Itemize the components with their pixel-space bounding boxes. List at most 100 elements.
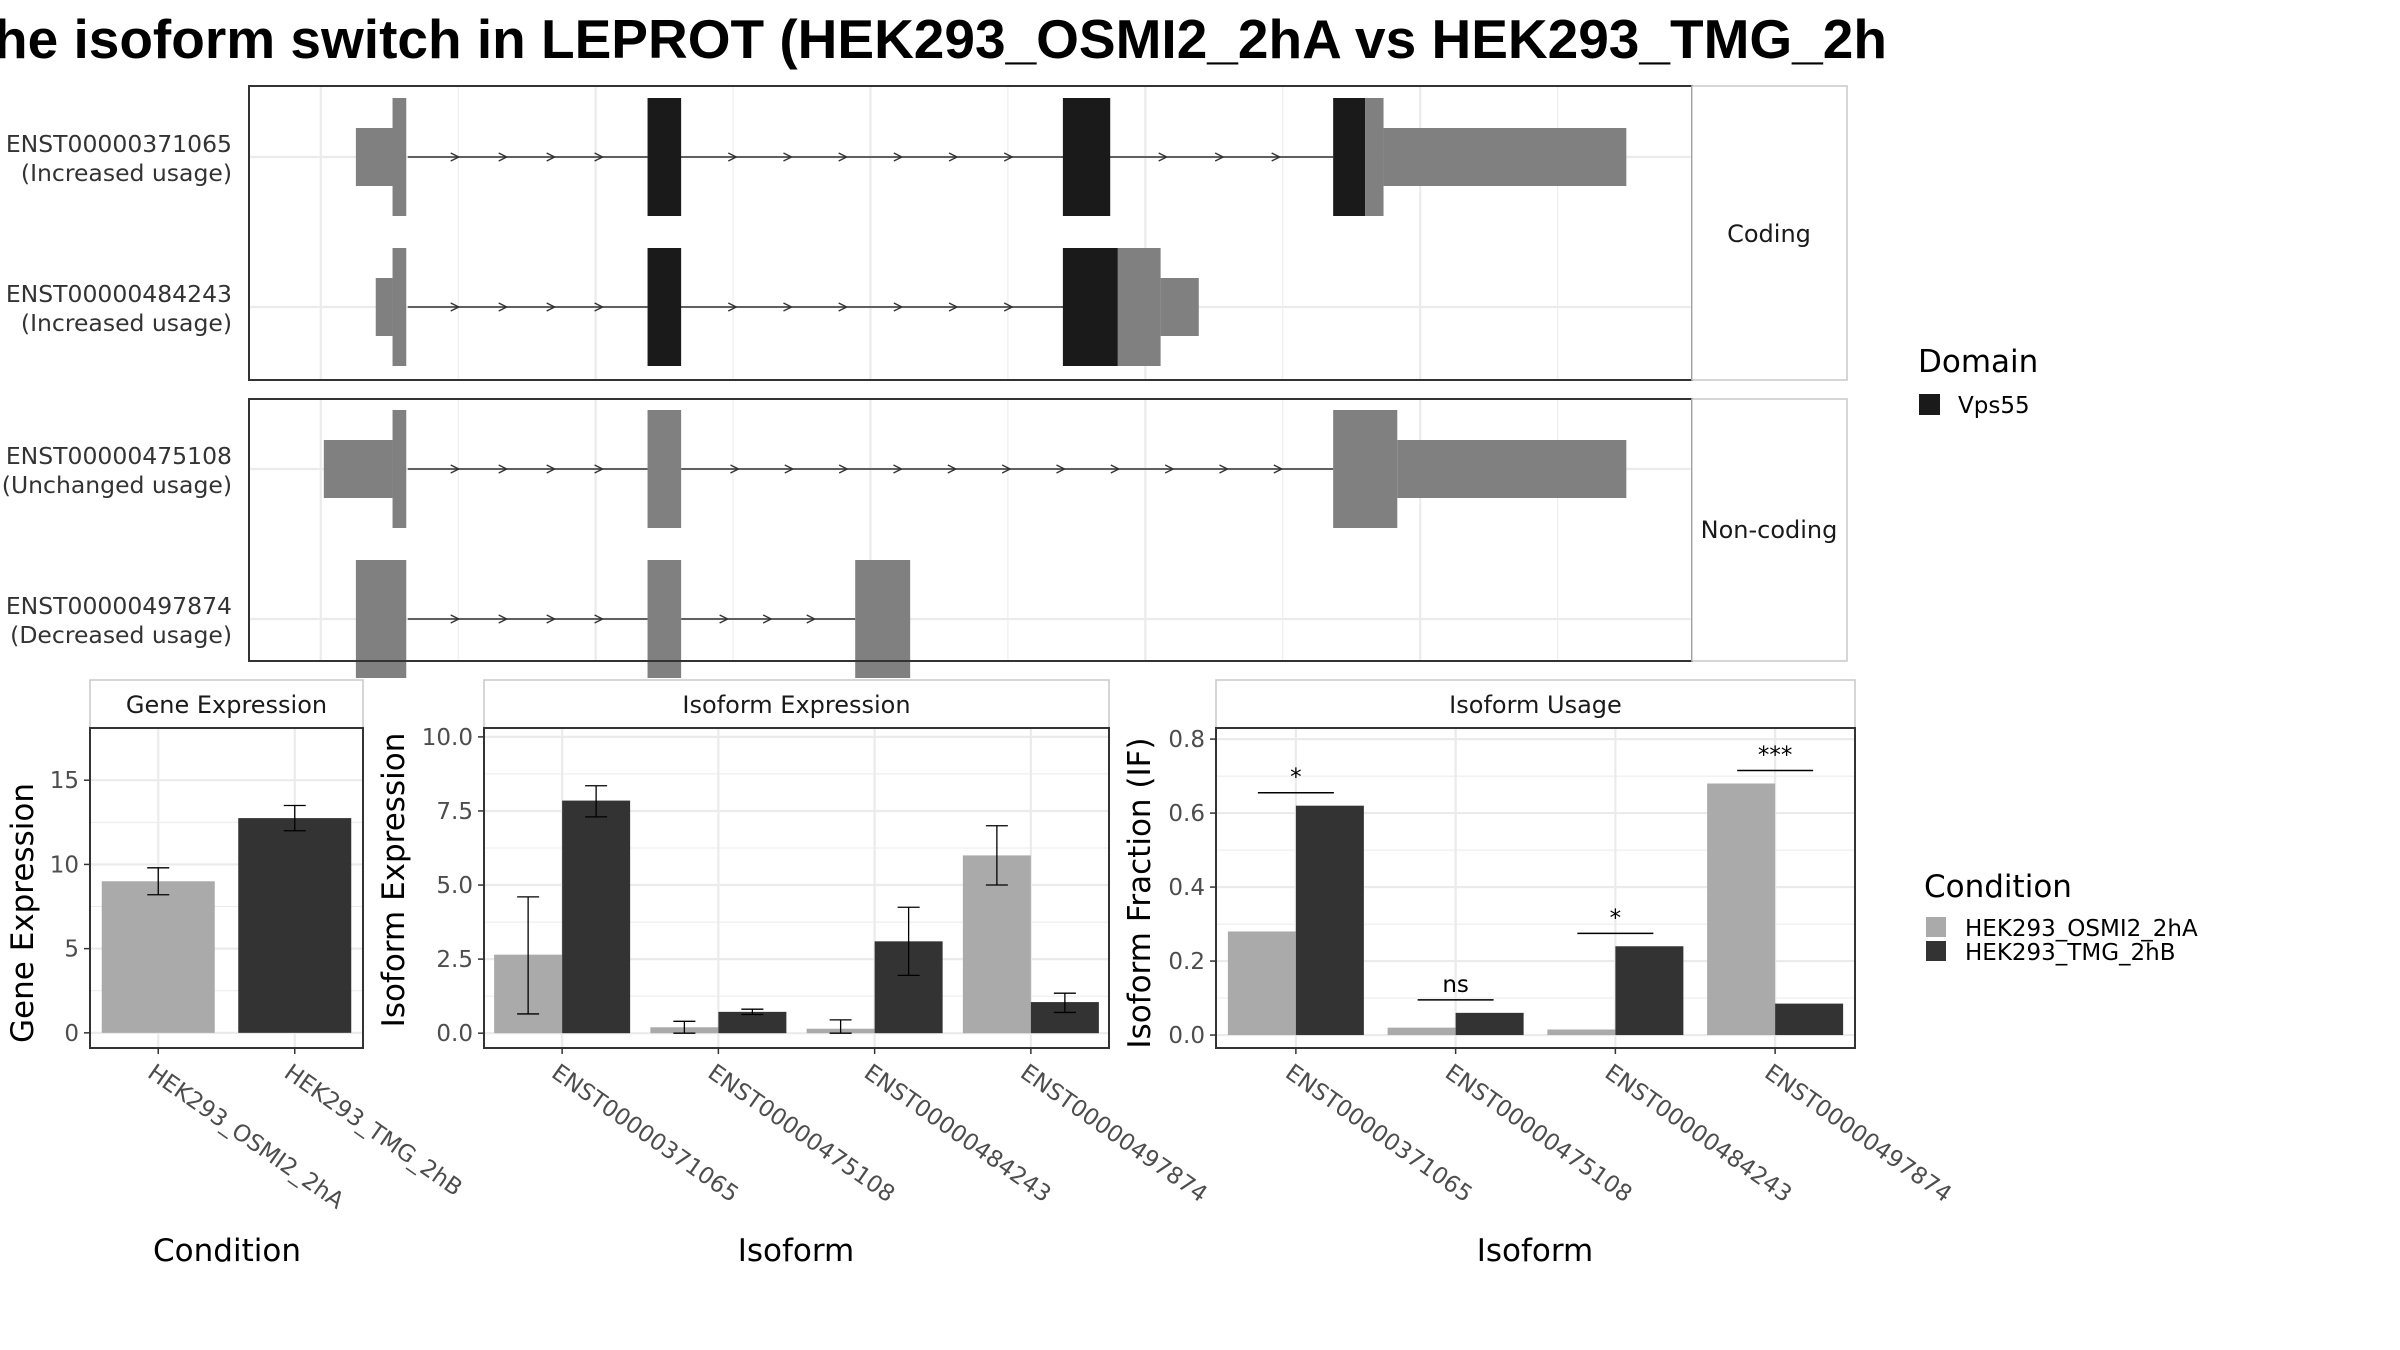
intron-arrow [1214,152,1225,162]
y-tick-label: 0 [64,1021,79,1047]
intron-arrow [727,302,738,312]
intron-arrow [594,614,605,624]
utr-exon [375,278,393,336]
bar [1707,783,1776,1036]
domain-exon [647,98,682,216]
transcript-tracks [323,410,1627,678]
y-tick-label: 0.6 [1168,801,1205,827]
utr-exon [1160,278,1199,336]
isoform-usage-panel: Isoform Usage *ns****0.00.20.40.60.8ENST… [1122,679,1956,1269]
intron-arrow [1001,464,1012,474]
condition-legend-key-tmg [1926,941,1946,961]
figure-title: he isoform switch in LEPROT (HEK293_OSMI… [0,8,1887,70]
bar [562,800,631,1034]
condition-legend: Condition HEK293_OSMI2_2hA HEK293_TMG_2h… [1924,869,2198,966]
y-tick-label: 0.2 [1168,949,1205,975]
condition-legend-label: HEK293_TMG_2hB [1965,940,2176,966]
intron-arrow [1273,464,1284,474]
domain-exon [647,248,682,366]
coding-exon [647,560,682,678]
coding-exon [647,410,682,528]
domain-legend-label: Vps55 [1958,393,2030,419]
intron-arrow [594,302,605,312]
noncoding-transcript-panel: Non-coding [248,398,1848,678]
intron-arrow [838,302,849,312]
intron-arrow [838,464,849,474]
transcript-id: ENST00000497874 [6,592,232,620]
coding-exon [1117,248,1161,366]
intron-arrow [498,464,509,474]
y-tick-label: 10.0 [422,725,473,751]
intron-arrow [1110,464,1121,474]
x-axis-title: Condition [153,1233,301,1269]
transcript-usage: (Decreased usage) [10,621,232,649]
bar [101,881,215,1033]
coding-exon [1365,98,1384,216]
x-axis-title: Isoform [738,1233,855,1269]
strip-label: Coding [1727,220,1811,248]
intron-arrow [450,152,461,162]
coding-exon [355,560,407,678]
panel-background [249,399,1692,661]
significance-label: * [1610,905,1622,931]
bar [1455,1012,1524,1036]
intron-arrow [1056,464,1067,474]
y-tick-label: 7.5 [436,799,473,825]
bar [1295,805,1364,1036]
strip-noncoding [1691,398,1848,662]
panel-title: Gene Expression [126,691,327,719]
intron-arrow [948,302,959,312]
intron-arrow [762,614,773,624]
domain-exon [1333,98,1366,216]
y-tick-label: 0.0 [436,1021,473,1047]
utr-exon [1383,128,1627,186]
bar [718,1011,787,1034]
transcript-usage: (Increased usage) [21,159,232,187]
intron-arrow [893,302,904,312]
transcript-tracks [355,98,1627,366]
coding-exon [392,248,407,366]
y-tick-label: 0.4 [1168,875,1205,901]
intron-arrow [546,152,557,162]
domain-exon [1062,248,1118,366]
bar [1775,1003,1844,1036]
condition-legend-label: HEK293_OSMI2_2hA [1965,916,2198,942]
intron-arrow [450,302,461,312]
coding-exon [392,410,407,528]
strip-label: Non-coding [1701,516,1838,544]
intron-arrow [1003,302,1014,312]
intron-arrow [1158,152,1169,162]
transcript-usage: (Increased usage) [21,309,232,337]
utr-exon [1397,440,1627,498]
x-axis-title: Isoform [1477,1233,1594,1269]
transcript-id: ENST00000371065 [6,130,232,158]
intron-arrow [727,152,738,162]
panel-border [1215,727,1856,1049]
intron-arrow [1164,464,1175,474]
transcript-id: ENST00000475108 [6,442,232,470]
intron-arrow [806,614,817,624]
plot-area: 0.02.55.07.510.0ENST00000371065ENST00000… [422,725,1212,1208]
panel-strip [1215,679,1856,729]
y-tick-label: 2.5 [436,947,473,973]
transcript-usage: (Unchanged usage) [2,471,232,499]
bar [1387,1027,1456,1036]
significance-label: *** [1758,743,1793,769]
coding-exon [855,560,911,678]
significance-label: ns [1442,972,1469,998]
y-axis-title: Gene Expression [5,783,41,1043]
y-axis-title: Isoform Expression [376,733,412,1028]
utr-exon [323,440,393,498]
bar [1547,1029,1616,1036]
intron-arrow [784,464,795,474]
y-axis-title: Isoform Fraction (IF) [1122,737,1158,1048]
intron-arrow [948,152,959,162]
transcript-labels: ENST00000371065 (Increased usage) ENST00… [2,130,232,649]
condition-legend-key-osmi [1926,917,1946,937]
intron-arrow [838,152,849,162]
condition-legend-title: Condition [1924,869,2072,905]
y-tick-label: 0.8 [1168,727,1205,753]
bar [1615,946,1684,1036]
intron-arrow [1003,152,1014,162]
intron-arrow [730,464,741,474]
